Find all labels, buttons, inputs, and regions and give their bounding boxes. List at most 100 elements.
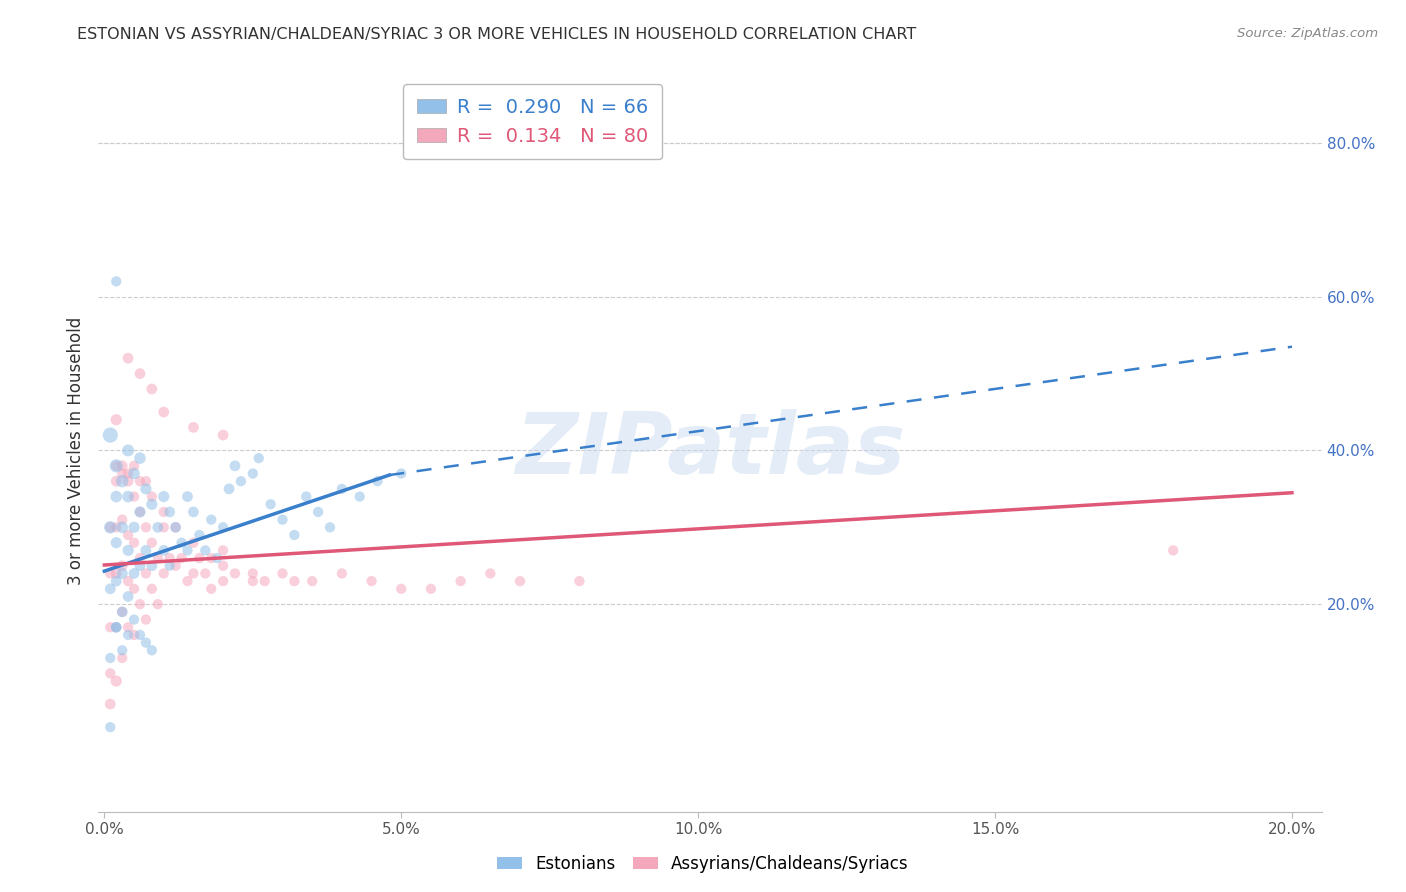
Point: [105, 458, 128, 473]
Point: [330, 566, 353, 581]
Point: [450, 574, 472, 588]
Point: [141, 535, 163, 549]
Point: [1161, 543, 1184, 558]
Point: [105, 413, 128, 427]
Point: [98, 582, 121, 596]
Point: [98, 720, 121, 734]
Point: [117, 590, 139, 604]
Point: [111, 467, 134, 481]
Point: [111, 566, 134, 581]
Point: [129, 367, 152, 381]
Point: [111, 643, 134, 657]
Point: [152, 566, 174, 581]
Point: [117, 574, 139, 588]
Legend: R =  0.290   N = 66, R =  0.134   N = 80: R = 0.290 N = 66, R = 0.134 N = 80: [404, 85, 662, 160]
Point: [224, 458, 246, 473]
Point: [159, 505, 181, 519]
Point: [122, 520, 145, 534]
Point: [98, 620, 121, 634]
Point: [117, 628, 139, 642]
Point: [212, 520, 235, 534]
Point: [479, 566, 502, 581]
Point: [141, 582, 163, 596]
Text: ZIPatlas: ZIPatlas: [515, 409, 905, 492]
Text: Source: ZipAtlas.com: Source: ZipAtlas.com: [1237, 27, 1378, 40]
Point: [111, 605, 134, 619]
Point: [242, 467, 264, 481]
Point: [271, 566, 294, 581]
Point: [129, 474, 152, 488]
Point: [212, 428, 235, 442]
Point: [105, 520, 128, 534]
Point: [146, 597, 169, 611]
Point: [283, 574, 305, 588]
Point: [200, 582, 222, 596]
Point: [117, 528, 139, 542]
Point: [165, 558, 187, 573]
Point: [218, 482, 240, 496]
Point: [176, 574, 198, 588]
Point: [229, 474, 252, 488]
Point: [122, 566, 145, 581]
Point: [105, 474, 128, 488]
Point: [152, 490, 174, 504]
Point: [200, 513, 222, 527]
Point: [98, 428, 121, 442]
Point: [146, 551, 169, 566]
Point: [111, 474, 134, 488]
Point: [271, 513, 294, 527]
Point: [141, 382, 163, 396]
Point: [170, 535, 193, 549]
Point: [194, 566, 217, 581]
Point: [105, 620, 128, 634]
Point: [122, 613, 145, 627]
Point: [188, 528, 211, 542]
Point: [212, 543, 235, 558]
Point: [259, 497, 281, 511]
Point: [111, 558, 134, 573]
Point: [117, 467, 139, 481]
Point: [141, 643, 163, 657]
Legend: Estonians, Assyrians/Chaldeans/Syriacs: Estonians, Assyrians/Chaldeans/Syriacs: [491, 848, 915, 880]
Point: [98, 520, 121, 534]
Point: [122, 458, 145, 473]
Point: [105, 574, 128, 588]
Point: [283, 528, 305, 542]
Point: [247, 451, 270, 466]
Point: [98, 666, 121, 681]
Point: [205, 551, 228, 566]
Point: [188, 551, 211, 566]
Point: [105, 674, 128, 689]
Point: [105, 490, 128, 504]
Y-axis label: 3 or more Vehicles in Household: 3 or more Vehicles in Household: [66, 317, 84, 584]
Point: [366, 474, 388, 488]
Point: [330, 482, 353, 496]
Point: [295, 490, 318, 504]
Point: [135, 520, 157, 534]
Point: [170, 551, 193, 566]
Point: [141, 490, 163, 504]
Point: [165, 520, 187, 534]
Point: [117, 443, 139, 458]
Point: [349, 490, 371, 504]
Point: [117, 351, 139, 366]
Point: [200, 551, 222, 566]
Point: [129, 628, 152, 642]
Point: [105, 274, 128, 288]
Point: [117, 620, 139, 634]
Point: [111, 651, 134, 665]
Text: ESTONIAN VS ASSYRIAN/CHALDEAN/SYRIAC 3 OR MORE VEHICLES IN HOUSEHOLD CORRELATION: ESTONIAN VS ASSYRIAN/CHALDEAN/SYRIAC 3 O…: [77, 27, 917, 42]
Point: [135, 482, 157, 496]
Point: [389, 467, 412, 481]
Point: [135, 566, 157, 581]
Point: [194, 543, 217, 558]
Point: [224, 566, 246, 581]
Point: [122, 535, 145, 549]
Point: [301, 574, 323, 588]
Point: [183, 505, 205, 519]
Point: [111, 520, 134, 534]
Point: [141, 558, 163, 573]
Point: [98, 697, 121, 711]
Point: [129, 505, 152, 519]
Point: [122, 628, 145, 642]
